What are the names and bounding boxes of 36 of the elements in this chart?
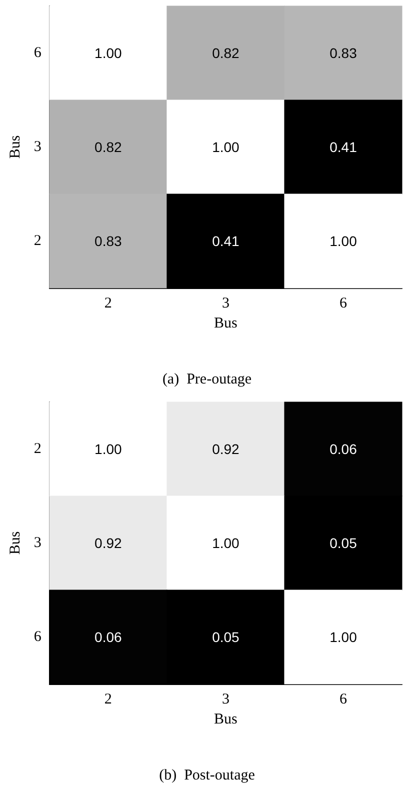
data-label: 0.92	[212, 441, 240, 457]
data-label: 0.05	[330, 535, 358, 551]
data-label: 1.00	[212, 139, 240, 155]
text: (b) Post-outage	[159, 768, 256, 784]
data-label: 0.82	[94, 139, 122, 155]
data-label: 0.06	[94, 629, 122, 645]
data-label: 0.92	[94, 535, 122, 551]
y-tick-label: 6	[34, 45, 42, 61]
x-tick-label: 6	[339, 692, 348, 708]
data-label: 1.00	[330, 233, 358, 249]
y-tick-label: 3	[34, 535, 42, 551]
y-tick-label: 6	[34, 629, 42, 645]
y-tick-label: 3	[34, 139, 42, 155]
data-label: 1.00	[330, 629, 358, 645]
x-axis-title: Bus	[214, 315, 238, 332]
data-label: 1.00	[94, 45, 122, 61]
data-label: 0.83	[94, 233, 122, 249]
data-label: 1.00	[94, 441, 122, 457]
y-axis-title: Bus	[8, 531, 24, 555]
data-label: 0.41	[212, 233, 240, 249]
x-tick-label: 2	[104, 296, 112, 312]
data-label: 0.41	[330, 139, 358, 155]
x-axis-title: Bus	[214, 711, 238, 728]
x-tick-label: 3	[222, 692, 230, 708]
y-axis-title: Bus	[8, 135, 24, 159]
x-tick-label: 3	[222, 296, 230, 312]
data-label: 0.05	[212, 629, 240, 645]
data-label: 0.83	[330, 45, 358, 61]
x-tick-label: 2	[104, 692, 112, 708]
y-tick-label: 2	[34, 233, 42, 249]
y-tick-label: 2	[34, 441, 42, 457]
data-label: 0.06	[330, 441, 358, 457]
text: (a) Pre-outage	[162, 372, 252, 388]
data-label: 0.82	[212, 45, 240, 61]
x-tick-label: 6	[339, 296, 348, 312]
data-label: 1.00	[212, 535, 240, 551]
